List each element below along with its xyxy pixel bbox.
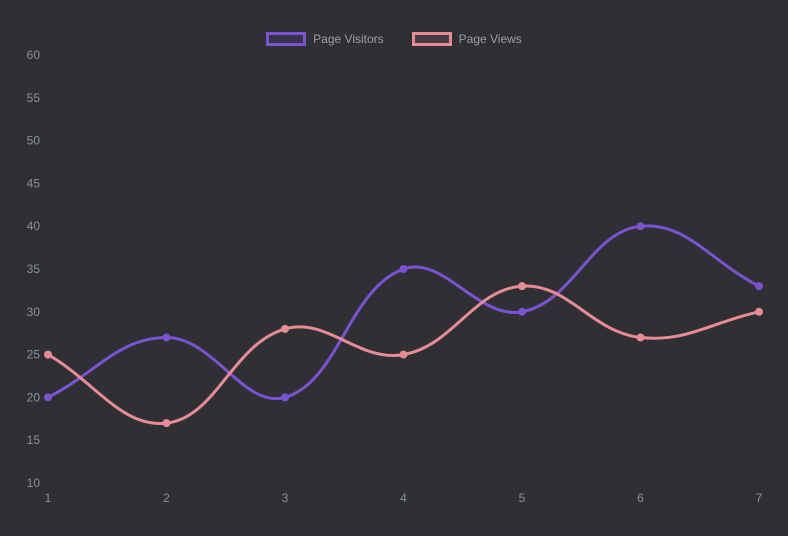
x-tick-label: 5 [519,491,526,505]
data-point-page-visitors[interactable] [518,307,526,316]
legend-label-page-visitors: Page Visitors [313,32,384,46]
y-tick-label: 45 [27,176,41,190]
data-point-page-visitors[interactable] [44,393,52,402]
data-point-page-views[interactable] [636,333,645,342]
data-point-page-visitors[interactable] [755,282,763,291]
data-point-page-views[interactable] [281,324,289,333]
y-tick-label: 10 [27,476,41,490]
chart-legend: Page Visitors Page Views [0,32,788,46]
series-page-views [44,282,763,428]
x-tick-label: 1 [45,491,52,505]
data-point-page-visitors[interactable] [636,222,645,231]
x-tick-label: 7 [756,491,763,505]
data-point-page-visitors[interactable] [162,333,171,342]
y-tick-label: 55 [27,91,41,105]
data-point-page-views[interactable] [399,350,408,359]
x-tick-label: 2 [163,491,170,505]
x-tick-label: 4 [400,491,407,505]
legend-label-page-views: Page Views [458,32,522,46]
data-point-page-views[interactable] [44,350,52,359]
y-tick-label: 60 [27,48,41,62]
y-tick-label: 25 [27,348,41,362]
y-tick-label: 15 [27,433,41,447]
series-page-visitors [44,222,763,402]
series-line-page-visitors [46,224,761,401]
data-point-page-visitors[interactable] [399,265,408,273]
data-point-page-views[interactable] [162,419,171,428]
data-point-page-views[interactable] [518,282,526,291]
y-tick-label: 35 [27,262,41,276]
y-tick-label: 50 [27,134,41,148]
x-tick-label: 3 [282,491,289,505]
legend-swatch-page-visitors [266,32,307,46]
y-tick-label: 20 [27,390,41,404]
data-point-page-visitors[interactable] [281,393,289,402]
legend-swatch-page-views [411,32,452,46]
y-tick-label: 40 [27,219,41,233]
legend-item-page-views[interactable]: Page Views [411,32,522,46]
x-tick-label: 6 [637,491,644,505]
y-tick-label: 30 [27,305,41,319]
data-point-page-views[interactable] [755,307,763,316]
legend-item-page-visitors[interactable]: Page Visitors [266,32,384,46]
